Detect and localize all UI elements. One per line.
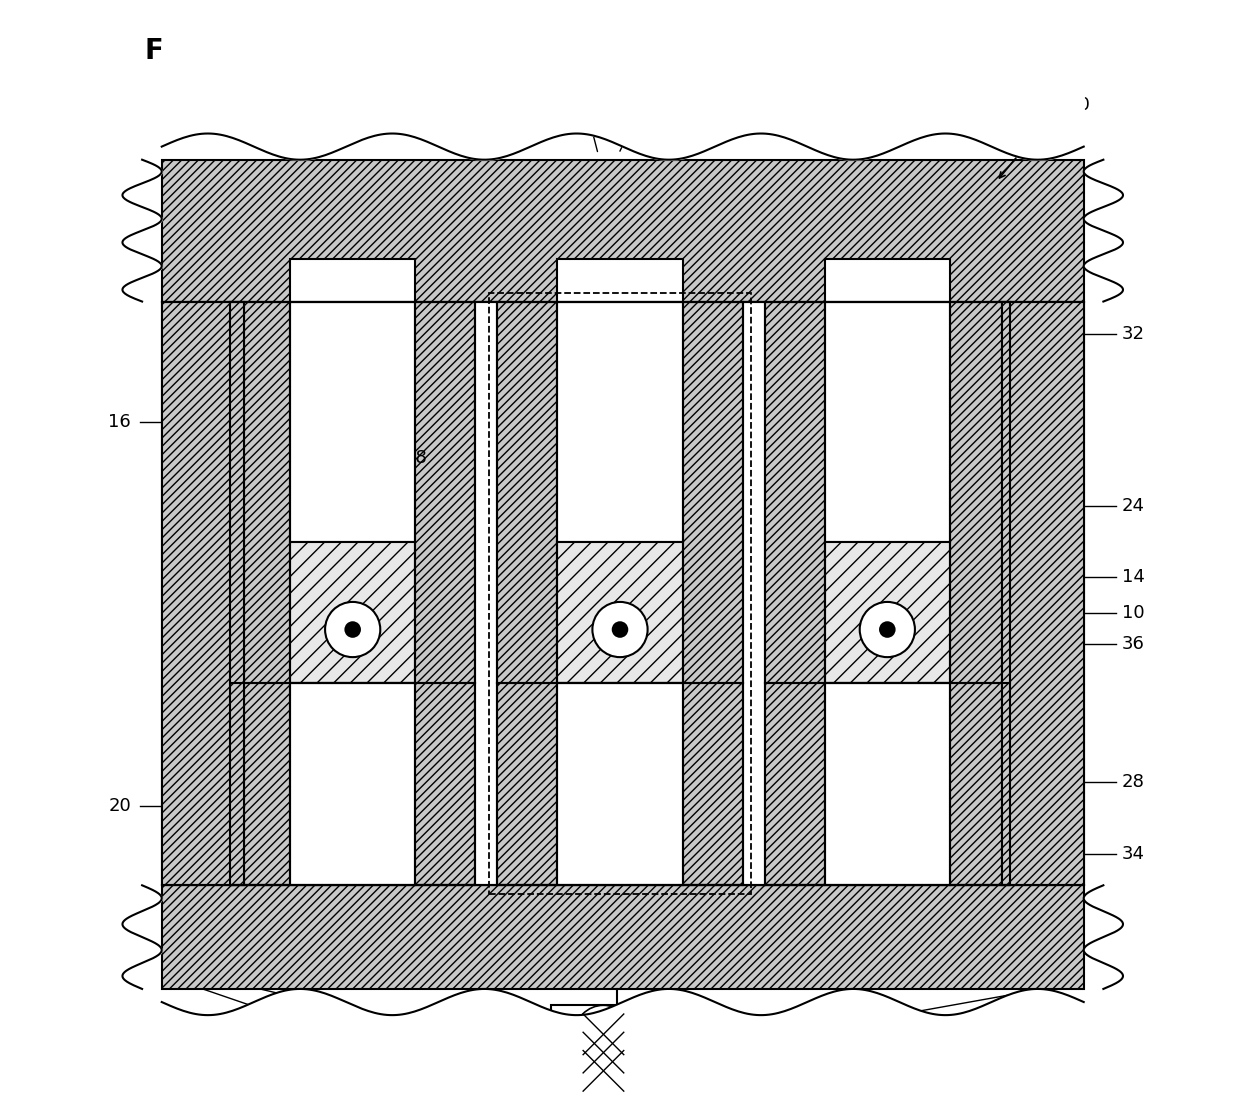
Bar	[825, 259, 950, 302]
Text: 39: 39	[650, 65, 673, 83]
Circle shape	[345, 621, 361, 638]
Text: 34: 34	[1122, 844, 1145, 863]
Bar	[557, 683, 683, 885]
Text: FIG 1: FIG 1	[145, 38, 226, 65]
Circle shape	[574, 1023, 632, 1082]
Bar	[161, 302, 1084, 885]
Bar	[161, 302, 243, 885]
Bar	[557, 302, 683, 541]
Text: 18: 18	[404, 449, 427, 466]
Bar	[825, 541, 950, 683]
Circle shape	[574, 1042, 632, 1099]
Text: 12: 12	[309, 98, 331, 116]
Bar	[475, 302, 497, 885]
Text: 100: 100	[1056, 96, 1090, 114]
Bar	[743, 302, 765, 885]
Text: 22: 22	[286, 1022, 310, 1040]
Text: 28: 28	[1122, 774, 1145, 791]
Bar	[551, 1006, 689, 1105]
Bar	[290, 541, 415, 683]
Bar	[290, 683, 415, 885]
Circle shape	[593, 602, 647, 657]
Text: 30: 30	[386, 1022, 409, 1040]
Bar	[557, 541, 683, 683]
Circle shape	[879, 621, 895, 638]
Bar	[825, 683, 950, 885]
Text: 32: 32	[1122, 325, 1145, 344]
Bar	[1002, 302, 1084, 885]
Bar	[557, 259, 683, 302]
Text: 38: 38	[594, 1032, 618, 1051]
Bar	[825, 302, 950, 541]
Text: 12: 12	[827, 98, 849, 116]
Text: 40: 40	[505, 1032, 528, 1051]
Circle shape	[574, 1006, 632, 1063]
Text: 10: 10	[1122, 603, 1145, 621]
Text: 36: 36	[1122, 634, 1145, 653]
Circle shape	[611, 621, 629, 638]
Text: 24: 24	[1122, 496, 1145, 515]
Text: 26: 26	[848, 1022, 872, 1040]
Bar	[229, 302, 243, 885]
Text: 14: 14	[1122, 568, 1145, 586]
Text: 12: 12	[567, 98, 590, 116]
Bar	[1002, 302, 1011, 885]
Circle shape	[325, 602, 381, 657]
Bar	[161, 885, 1084, 989]
Text: 30: 30	[687, 1022, 711, 1040]
Circle shape	[859, 602, 915, 657]
Text: 20: 20	[108, 797, 131, 815]
Bar	[290, 259, 415, 302]
Text: 16: 16	[108, 412, 131, 431]
Bar	[489, 293, 751, 894]
Bar	[290, 302, 415, 541]
Bar	[161, 160, 1084, 302]
